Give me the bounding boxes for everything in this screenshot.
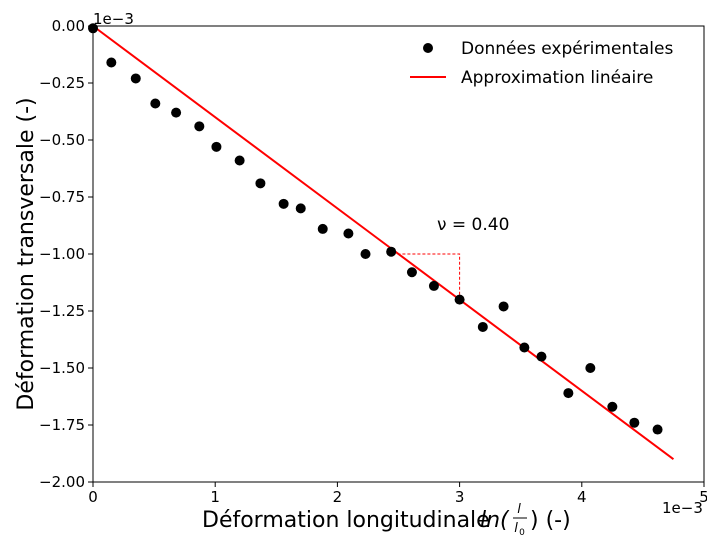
x-axis-title-frac-num: l (517, 502, 521, 517)
data-point (234, 155, 245, 166)
data-point (428, 280, 439, 291)
regression-line (92, 25, 675, 461)
data-point (563, 388, 574, 399)
x-tick-label: 4 (577, 488, 587, 506)
y-tick-label: −0.50 (39, 131, 85, 149)
data-point (130, 73, 141, 84)
y-tick-label: −1.50 (39, 359, 85, 377)
data-point (498, 301, 509, 312)
legend-marker-scatter (423, 43, 433, 53)
slope-triangle (392, 253, 461, 300)
data-point (652, 424, 663, 435)
x-tick-label: 0 (88, 488, 98, 506)
data-point (150, 98, 161, 109)
x-axis-title-frac-den-sub: 0 (519, 528, 525, 536)
data-point (536, 351, 547, 362)
data-point (194, 121, 205, 132)
poisson-ratio-annotation: ν = 0.40 (437, 215, 509, 235)
data-point (519, 342, 530, 353)
x-multiplier-label: 1e−3 (662, 499, 703, 517)
y-tick-label: −2.00 (39, 473, 85, 491)
data-point (585, 363, 596, 373)
data-point (477, 321, 488, 332)
legend-label-scatter: Données expérimentales (461, 39, 673, 59)
x-axis-title-math: ln( (480, 508, 510, 533)
y-tick-label: −0.25 (39, 74, 85, 92)
x-tick-label: 3 (455, 488, 465, 506)
data-point (607, 401, 618, 412)
x-axis-title: Déformation longitudinale ln( l l 0 ) (-… (202, 502, 571, 536)
x-axis-title-frac-den: l (514, 521, 518, 536)
data-point (211, 141, 222, 152)
data-point (295, 203, 306, 214)
data-point (629, 417, 640, 428)
data-point (106, 57, 117, 68)
data-point (454, 294, 465, 305)
y-tick-label: 0.00 (52, 17, 85, 35)
x-tick-label: 2 (333, 488, 343, 506)
data-point (406, 267, 417, 278)
x-axis-title-suffix: ) (-) (530, 508, 571, 533)
y-tick-label: −1.75 (39, 416, 85, 434)
data-point (278, 198, 289, 209)
y-axis-title: Déformation transversale (-) (14, 97, 39, 410)
data-point (343, 228, 354, 239)
axes: 0 1 2 3 4 5 0.00 −0.25 −0.50 −0.75 −1.00 −1.25 −1.50… (39, 17, 707, 506)
legend: Données expérimentales Approximation lin… (410, 39, 673, 88)
y-tick-label: −1.00 (39, 245, 85, 263)
plot-area (88, 23, 675, 461)
y-tick-label: −0.75 (39, 188, 85, 206)
data-point (317, 223, 328, 234)
x-tick-label: 1 (210, 488, 220, 506)
data-point (255, 178, 266, 189)
x-tick-label: 5 (699, 488, 707, 506)
legend-label-line: Approximation linéaire (461, 68, 653, 88)
data-point (360, 249, 371, 259)
y-tick-label: −1.25 (39, 302, 85, 320)
data-point (386, 246, 397, 257)
y-multiplier-label: 1e−3 (93, 10, 134, 28)
data-point (171, 107, 182, 118)
x-axis-title-prefix: Déformation longitudinale (202, 508, 490, 533)
